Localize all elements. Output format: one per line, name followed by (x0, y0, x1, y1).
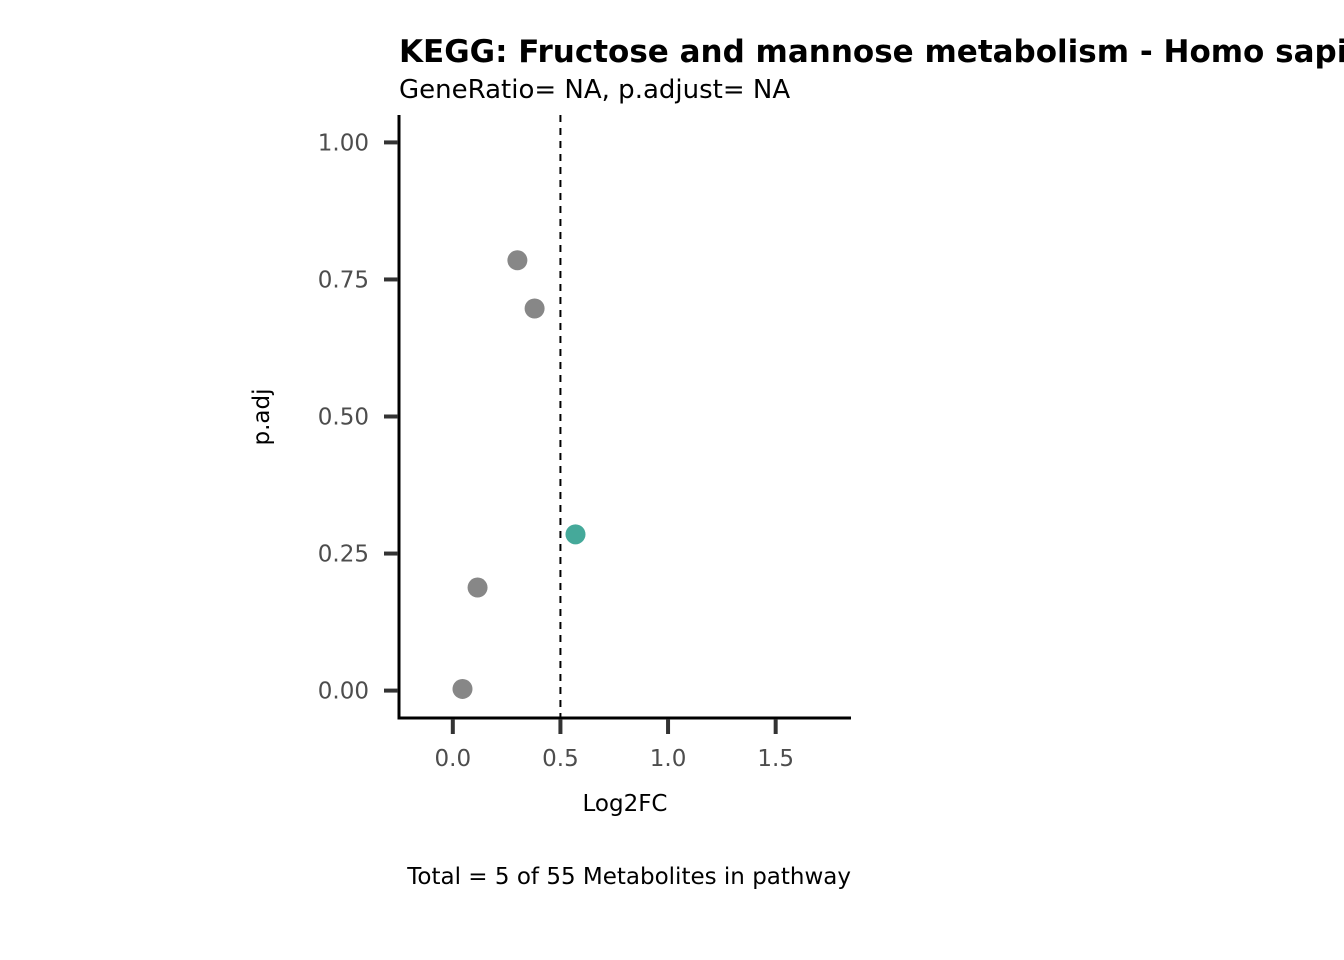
chart-subtitle: GeneRatio= NA, p.adjust= NA (399, 75, 790, 105)
chart-title: KEGG: Fructose and mannose metabolism - … (399, 34, 1344, 70)
y-axis-title: p.adj (249, 389, 275, 446)
y-tick-label: 1.00 (318, 130, 369, 156)
y-tick-label: 0.25 (318, 542, 369, 568)
x-tick-label: 0.5 (542, 746, 579, 772)
data-point (507, 250, 528, 271)
axes: 0.00 0.25 0.50 0.75 1.00 0.0 0.5 1.0 1.5 (318, 115, 851, 772)
data-points (452, 115, 586, 718)
data-point (467, 577, 488, 598)
y-tick-label: 0.00 (318, 679, 369, 705)
chart-caption: Total = 5 of 55 Metabolites in pathway (406, 864, 851, 890)
significant-point (565, 524, 586, 545)
y-tick-label: 0.75 (318, 267, 369, 293)
x-tick-label: 0.0 (435, 746, 472, 772)
x-tick-label: 1.0 (650, 746, 687, 772)
data-point (452, 678, 473, 699)
y-tick-label: 0.50 (318, 405, 369, 431)
x-tick-label: 1.5 (757, 746, 794, 772)
data-point (524, 298, 545, 319)
x-axis-title: Log2FC (582, 791, 667, 817)
